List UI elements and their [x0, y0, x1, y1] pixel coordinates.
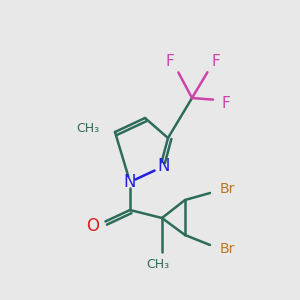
Text: N: N: [124, 173, 136, 191]
Text: F: F: [212, 55, 220, 70]
Text: CH₃: CH₃: [76, 122, 99, 134]
Text: N: N: [158, 157, 170, 175]
Text: Br: Br: [220, 182, 236, 196]
Text: O: O: [86, 217, 100, 235]
Text: CH₃: CH₃: [146, 257, 170, 271]
Text: Br: Br: [220, 242, 236, 256]
Text: F: F: [166, 55, 174, 70]
Text: F: F: [222, 97, 230, 112]
